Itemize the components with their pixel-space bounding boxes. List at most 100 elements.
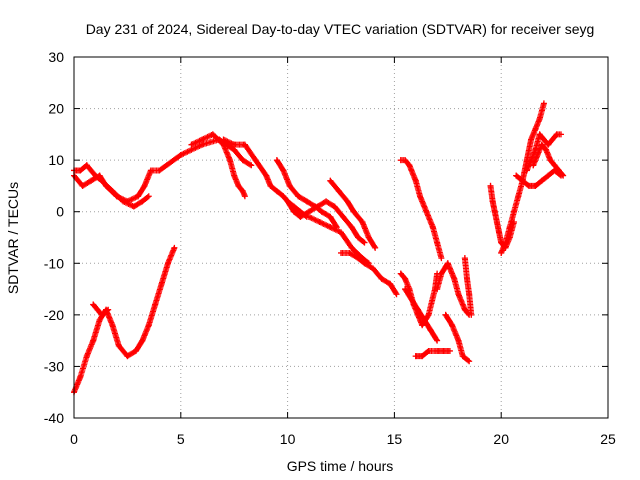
x-axis-label: GPS time / hours xyxy=(287,458,394,474)
data-point xyxy=(263,172,270,179)
series-track-a xyxy=(71,136,255,205)
data-point xyxy=(438,255,445,262)
x-tick-label: 10 xyxy=(280,431,296,447)
data-point xyxy=(124,353,131,360)
data-point xyxy=(88,177,95,184)
data-point xyxy=(408,296,415,303)
data-point xyxy=(540,136,547,143)
data-point xyxy=(145,322,152,329)
data-point xyxy=(442,311,449,318)
data-point xyxy=(303,198,310,205)
data-point xyxy=(199,141,206,148)
data-point xyxy=(543,146,550,153)
y-tick-label: -20 xyxy=(44,307,64,323)
series-track-m xyxy=(412,347,453,360)
data-point xyxy=(327,224,334,231)
data-point xyxy=(397,270,404,277)
data-point xyxy=(77,167,84,174)
data-point xyxy=(513,172,520,179)
data-point xyxy=(440,347,447,354)
data-point xyxy=(164,260,171,267)
data-point xyxy=(532,182,539,189)
data-point xyxy=(139,198,146,205)
data-point xyxy=(402,157,409,164)
data-point xyxy=(551,162,558,169)
data-point xyxy=(355,255,362,262)
data-point xyxy=(220,136,227,143)
data-point xyxy=(523,167,530,174)
series-track-o xyxy=(442,311,473,365)
data-point xyxy=(132,347,139,354)
data-point xyxy=(348,244,355,251)
data-point xyxy=(461,255,468,262)
data-point xyxy=(83,353,90,360)
series-track-j xyxy=(397,157,445,262)
data-point xyxy=(109,322,116,329)
data-point xyxy=(425,311,432,318)
data-point xyxy=(77,373,84,380)
data-point xyxy=(532,126,539,133)
data-point xyxy=(305,213,312,220)
data-point xyxy=(370,265,377,272)
plot-frame xyxy=(73,56,609,419)
data-point xyxy=(466,358,473,365)
data-point xyxy=(79,182,86,189)
data-point xyxy=(305,208,312,215)
data-point xyxy=(387,280,394,287)
data-point xyxy=(98,311,105,318)
data-point xyxy=(417,193,424,200)
data-point xyxy=(558,131,565,138)
y-tick-label: -30 xyxy=(44,358,64,374)
data-point xyxy=(94,306,101,313)
data-point xyxy=(412,353,419,360)
data-point xyxy=(528,157,535,164)
data-point xyxy=(344,198,351,205)
data-point xyxy=(421,317,428,324)
data-point xyxy=(425,347,432,354)
data-point xyxy=(267,182,274,189)
series-marker-trail xyxy=(442,311,472,364)
y-tick-label: 20 xyxy=(48,101,64,117)
series-marker-trail xyxy=(412,347,452,360)
data-point xyxy=(451,275,458,282)
data-point xyxy=(434,337,441,344)
axis-ticks: 0 5 10 15 20 25 -40 -30 -20 -10 0 10 20 30 xyxy=(44,49,616,447)
series-track-v xyxy=(530,141,567,179)
data-point xyxy=(280,167,287,174)
data-point xyxy=(98,177,105,184)
chart-title: Day 231 of 2024, Sidereal Day-to-day VTE… xyxy=(86,21,595,37)
data-point xyxy=(327,213,334,220)
series-marker-trail xyxy=(338,249,399,297)
data-point xyxy=(528,136,535,143)
series-track-w xyxy=(523,131,565,174)
data-point xyxy=(156,167,163,174)
data-point xyxy=(286,182,293,189)
y-tick-label: -10 xyxy=(44,255,64,271)
y-tick-label: 0 xyxy=(56,204,64,220)
data-point xyxy=(525,182,532,189)
data-point xyxy=(455,337,462,344)
data-point xyxy=(545,172,552,179)
data-point xyxy=(152,301,159,308)
data-point xyxy=(464,275,471,282)
data-point xyxy=(105,306,112,313)
data-point xyxy=(115,342,122,349)
data-point xyxy=(502,239,509,246)
data-point xyxy=(455,291,462,298)
data-point xyxy=(506,224,513,231)
x-tick-label: 25 xyxy=(600,431,616,447)
data-point xyxy=(338,249,344,256)
series-track-c xyxy=(188,131,248,200)
data-point xyxy=(393,291,400,298)
data-point xyxy=(468,311,475,318)
series-track-q xyxy=(71,244,178,396)
x-tick-label: 5 xyxy=(177,431,185,447)
data-point xyxy=(109,188,116,195)
data-point xyxy=(412,177,419,184)
data-point xyxy=(408,167,415,174)
series-track-r xyxy=(90,301,112,318)
data-point xyxy=(199,136,206,143)
data-point xyxy=(141,182,148,189)
data-point xyxy=(239,188,246,195)
